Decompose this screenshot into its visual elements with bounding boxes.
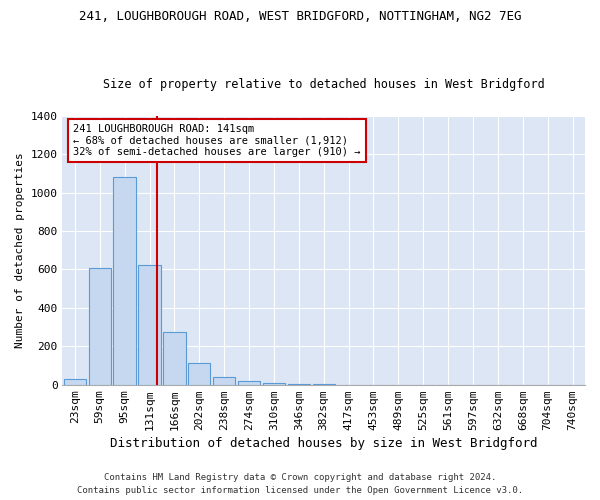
Bar bbox=[213, 378, 235, 384]
Bar bbox=[188, 362, 211, 384]
Text: 241, LOUGHBOROUGH ROAD, WEST BRIDGFORD, NOTTINGHAM, NG2 7EG: 241, LOUGHBOROUGH ROAD, WEST BRIDGFORD, … bbox=[79, 10, 521, 23]
Bar bbox=[113, 177, 136, 384]
Bar bbox=[263, 383, 285, 384]
Text: Contains HM Land Registry data © Crown copyright and database right 2024.
Contai: Contains HM Land Registry data © Crown c… bbox=[77, 474, 523, 495]
Title: Size of property relative to detached houses in West Bridgford: Size of property relative to detached ho… bbox=[103, 78, 545, 91]
Bar bbox=[163, 332, 185, 384]
Bar bbox=[139, 264, 161, 384]
Y-axis label: Number of detached properties: Number of detached properties bbox=[15, 152, 25, 348]
Bar bbox=[238, 381, 260, 384]
X-axis label: Distribution of detached houses by size in West Bridgford: Distribution of detached houses by size … bbox=[110, 437, 538, 450]
Bar bbox=[64, 379, 86, 384]
Text: 241 LOUGHBOROUGH ROAD: 141sqm
← 68% of detached houses are smaller (1,912)
32% o: 241 LOUGHBOROUGH ROAD: 141sqm ← 68% of d… bbox=[73, 124, 361, 157]
Bar bbox=[89, 268, 111, 384]
